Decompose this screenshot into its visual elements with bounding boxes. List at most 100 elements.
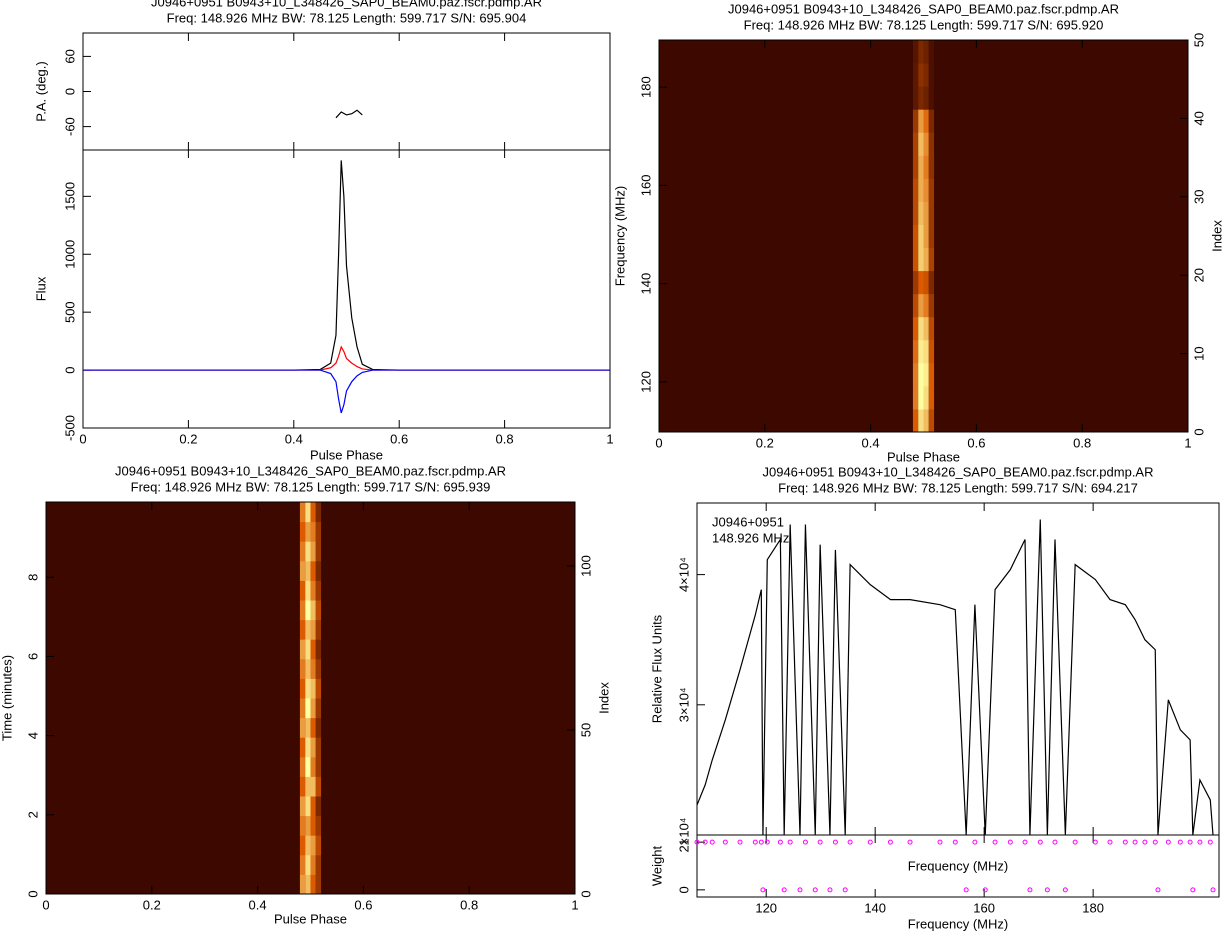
weight-point [1044, 887, 1050, 893]
heatmap-cell [315, 619, 322, 640]
heatmap-cell [315, 717, 322, 738]
pa-line [335, 109, 363, 119]
weight-point [1062, 887, 1068, 893]
heatmap-cell [912, 408, 919, 433]
heatmap-cell [912, 40, 919, 64]
heatmap-cell [918, 385, 924, 410]
x-tick-label: 0.4 [249, 897, 267, 912]
heatmap-cell [305, 796, 311, 817]
weight-point [1122, 839, 1128, 845]
heatmap-cell [299, 541, 306, 562]
x-tick-label: 1 [1184, 435, 1191, 450]
heatmap-cell [928, 293, 935, 318]
heatmap-cell [310, 560, 316, 581]
heatmap-cell [299, 874, 306, 895]
heatmap-cell [310, 815, 316, 836]
heatmap-cell [299, 854, 306, 875]
heatmap-cell [918, 247, 924, 272]
heatmap-cell [918, 86, 924, 110]
heatmap-cell [305, 619, 311, 640]
heatmap-cell [310, 502, 316, 523]
heatmap-cell [305, 776, 311, 797]
heatmap-cell [299, 619, 306, 640]
weight-point [764, 839, 770, 845]
heatmap-cell [918, 132, 924, 156]
heatmap-cell [923, 316, 929, 341]
plot-frame [82, 149, 611, 429]
heatmap-cell [923, 224, 929, 249]
heatmap-cell [928, 63, 935, 87]
chart-title: J0946+0951 B0943+10_L348426_SAP0_BEAM0.p… [115, 463, 506, 478]
heatmap-cell [923, 40, 929, 64]
x-tick-label: 0 [79, 431, 86, 446]
y-tick-label: 0 [62, 366, 77, 373]
heatmap-cell [928, 155, 935, 179]
heatmap-cell [305, 874, 311, 895]
y-tick-label: 1 [676, 839, 691, 846]
heatmap-cell [310, 580, 316, 601]
y-tick-label: 500 [62, 301, 77, 323]
heatmap-cell [305, 521, 311, 542]
heatmap-cell [912, 63, 919, 87]
heatmap-cell [928, 86, 935, 110]
heatmap-cell [923, 362, 929, 387]
heatmap-cell [923, 270, 929, 295]
x-axis-label: Frequency (MHz) [908, 916, 1008, 931]
heatmap-cell [912, 316, 919, 341]
weight-point [972, 839, 978, 845]
weight-point [777, 839, 783, 845]
heatmap-cell [918, 224, 924, 249]
y-tick-label: 100 [578, 555, 593, 577]
chart-title: J0946+0951 B0943+10_L348426_SAP0_BEAM0.p… [151, 0, 542, 9]
y-axis-label: Index [1209, 220, 1224, 252]
weight-point [787, 839, 793, 845]
heatmap-cell [310, 600, 316, 621]
heatmap-cell [315, 600, 322, 621]
heatmap-cell [305, 580, 311, 601]
heatmap-cell [315, 678, 322, 699]
annotation: 148.926 MHz [712, 530, 789, 545]
heatmap-cell [928, 385, 935, 410]
heatmap-cell [315, 580, 322, 601]
heatmap-cell [299, 658, 306, 679]
heatmap-cell [305, 698, 311, 719]
weight-point [992, 839, 998, 845]
weight-point [1092, 839, 1098, 845]
weight-point [982, 887, 988, 893]
weight-point [781, 887, 787, 893]
heatmap-cell [315, 835, 322, 856]
weight-point [802, 839, 808, 845]
weight-point [812, 887, 818, 893]
weight-point [1072, 839, 1078, 845]
heatmap-cell [912, 201, 919, 225]
weight-point [1022, 839, 1028, 845]
x-tick-label: 140 [864, 900, 886, 915]
x-tick-label: 0.8 [1073, 435, 1091, 450]
heatmap-cell [305, 560, 311, 581]
y-tick-label: 2 [25, 811, 40, 818]
heatmap-cell [928, 224, 935, 249]
weight-point [1052, 839, 1058, 845]
weight-point [952, 839, 958, 845]
heatmap-cell [928, 247, 935, 272]
heatmap-cell [912, 270, 919, 295]
heatmap-cell [299, 796, 306, 817]
y-tick-label: 0 [1191, 428, 1206, 435]
weight-point [737, 839, 743, 845]
heatmap-cell [928, 178, 935, 202]
heatmap-cell [315, 737, 322, 758]
x-axis-label: Pulse Phase [310, 447, 383, 462]
heatmap-cell [928, 40, 935, 64]
heatmap-cell [923, 178, 929, 202]
heatmap-cell [918, 201, 924, 225]
weight-point [1197, 839, 1203, 845]
weight-point [1187, 839, 1193, 845]
heatmap-cell [299, 560, 306, 581]
heatmap-cell [310, 678, 316, 699]
heatmap-cell [310, 619, 316, 640]
heatmap-cell [305, 541, 311, 562]
heatmap-cell [923, 132, 929, 156]
y-tick-label: 2×10⁴ [676, 818, 691, 853]
heatmap-cell [923, 201, 929, 225]
